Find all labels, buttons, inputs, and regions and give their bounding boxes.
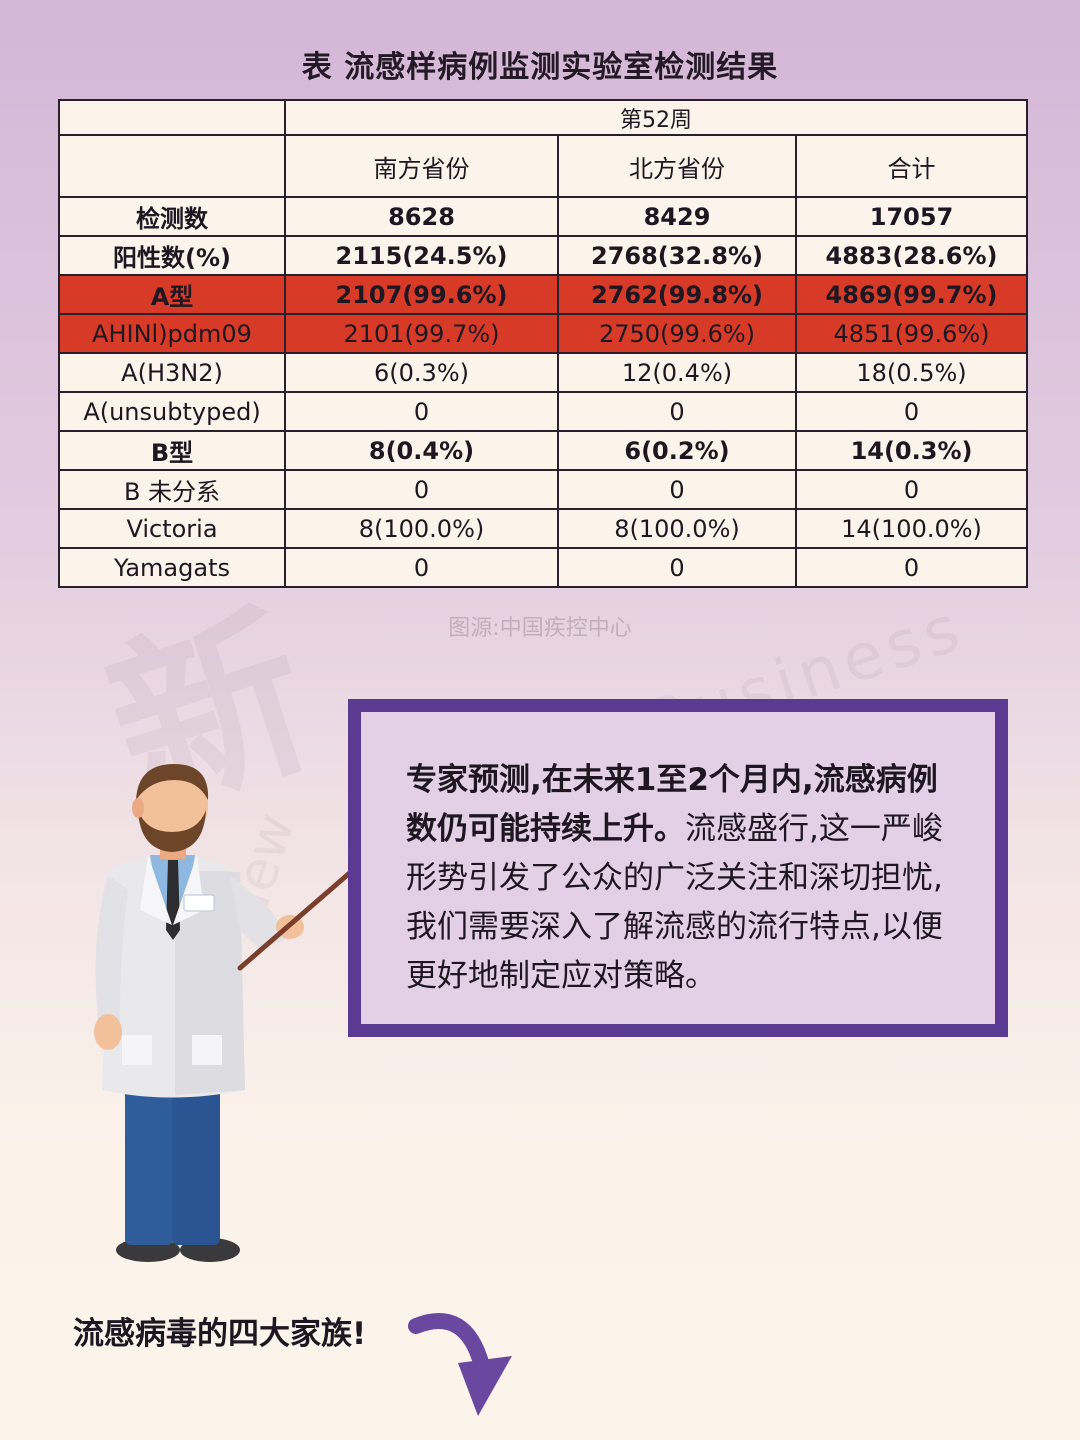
image-source-caption: 图源:中国疾控中心 bbox=[448, 616, 632, 641]
table-row-highlight: AHINl)pdm09 2101(99.7%) 2750(99.6%) 4851… bbox=[58, 313, 1029, 354]
header-corner-cell bbox=[58, 134, 286, 198]
callout-text: 流感盛行,这一严峻形势引发了公众的广泛关注和深切担忧,我们需要深入了解流感的流行… bbox=[406, 811, 943, 994]
table-row: A(H3N2) 6(0.3%) 12(0.4%) 18(0.5%) bbox=[58, 352, 1029, 393]
cell-north: 0 bbox=[557, 391, 797, 432]
table-row: A(unsubtyped) 0 0 0 bbox=[58, 391, 1029, 432]
cell-total: 0 bbox=[794, 469, 1029, 510]
row-label: Yamagats bbox=[58, 547, 286, 588]
table-row: Victoria 8(100.0%) 8(100.0%) 14(100.0%) bbox=[58, 508, 1029, 549]
table-title: 表 流感样病例监测实验室检测结果 bbox=[301, 50, 779, 85]
expert-callout-box: 专家预测,在未来1至2个月内,流感病例数仍可能持续上升。流感盛行,这一严峻形势引… bbox=[348, 699, 1008, 1037]
section-heading: 流感病毒的四大家族! bbox=[73, 1316, 367, 1352]
cell-south: 6(0.3%) bbox=[284, 352, 559, 393]
row-label: B型 bbox=[58, 430, 286, 471]
cell-south: 2107(99.6%) bbox=[284, 274, 559, 315]
table-row: 阳性数(%) 2115(24.5%) 2768(32.8%) 4883(28.6… bbox=[58, 235, 1029, 276]
surveillance-table: 第52周 南方省份 北方省份 合计 检测数 8628 8429 17057 阳性… bbox=[58, 99, 1029, 588]
cell-north: 0 bbox=[557, 469, 797, 510]
down-arrow-icon bbox=[408, 1313, 512, 1416]
cell-total: 4851(99.6%) bbox=[794, 313, 1029, 354]
column-header-total: 合计 bbox=[794, 134, 1029, 198]
column-header-south: 南方省份 bbox=[284, 134, 559, 198]
table-row-highlight: A型 2107(99.6%) 2762(99.8%) 4869(99.7%) bbox=[58, 274, 1029, 315]
cell-south: 0 bbox=[284, 547, 559, 588]
doctor-illustration bbox=[94, 764, 304, 1262]
table-header-region-row: 南方省份 北方省份 合计 bbox=[58, 134, 1029, 198]
cell-total: 0 bbox=[794, 547, 1029, 588]
cell-south: 8628 bbox=[284, 196, 559, 237]
cell-north: 8(100.0%) bbox=[557, 508, 797, 549]
cell-south: 8(100.0%) bbox=[284, 508, 559, 549]
cell-total: 14(0.3%) bbox=[794, 430, 1029, 471]
cell-total: 0 bbox=[794, 391, 1029, 432]
table-row: 检测数 8628 8429 17057 bbox=[58, 196, 1029, 237]
cell-total: 17057 bbox=[794, 196, 1029, 237]
cell-south: 0 bbox=[284, 469, 559, 510]
row-label: AHINl)pdm09 bbox=[58, 313, 286, 354]
column-header-north: 北方省份 bbox=[557, 134, 797, 198]
cell-total: 18(0.5%) bbox=[794, 352, 1029, 393]
row-label: B 未分系 bbox=[58, 469, 286, 510]
cell-north: 8429 bbox=[557, 196, 797, 237]
cell-south: 2115(24.5%) bbox=[284, 235, 559, 276]
cell-south: 8(0.4%) bbox=[284, 430, 559, 471]
table-row: B型 8(0.4%) 6(0.2%) 14(0.3%) bbox=[58, 430, 1029, 471]
row-label: A(unsubtyped) bbox=[58, 391, 286, 432]
cell-north: 2750(99.6%) bbox=[557, 313, 797, 354]
row-label: A(H3N2) bbox=[58, 352, 286, 393]
table-header-week-row: 第52周 bbox=[58, 99, 1029, 136]
cell-total: 14(100.0%) bbox=[794, 508, 1029, 549]
week-header: 第52周 bbox=[283, 99, 1029, 136]
cell-south: 0 bbox=[284, 391, 559, 432]
cell-north: 0 bbox=[557, 547, 797, 588]
table-row: Yamagats 0 0 0 bbox=[58, 547, 1029, 588]
cell-north: 12(0.4%) bbox=[557, 352, 797, 393]
cell-total: 4883(28.6%) bbox=[794, 235, 1029, 276]
header-corner-cell bbox=[58, 99, 286, 136]
cell-north: 6(0.2%) bbox=[557, 430, 797, 471]
cell-total: 4869(99.7%) bbox=[794, 274, 1029, 315]
callout-bold-text: 专家预测,在未来1至2个月内,流感病例数仍可能持续上升。 bbox=[406, 762, 938, 847]
row-label: Victoria bbox=[58, 508, 286, 549]
cell-north: 2762(99.8%) bbox=[557, 274, 797, 315]
table-row: B 未分系 0 0 0 bbox=[58, 469, 1029, 510]
row-label: A型 bbox=[58, 274, 286, 315]
row-label: 检测数 bbox=[58, 196, 286, 237]
cell-north: 2768(32.8%) bbox=[557, 235, 797, 276]
callout-content: 专家预测,在未来1至2个月内,流感病例数仍可能持续上升。流感盛行,这一严峻形势引… bbox=[361, 712, 995, 1024]
row-label: 阳性数(%) bbox=[58, 235, 286, 276]
cell-south: 2101(99.7%) bbox=[284, 313, 559, 354]
